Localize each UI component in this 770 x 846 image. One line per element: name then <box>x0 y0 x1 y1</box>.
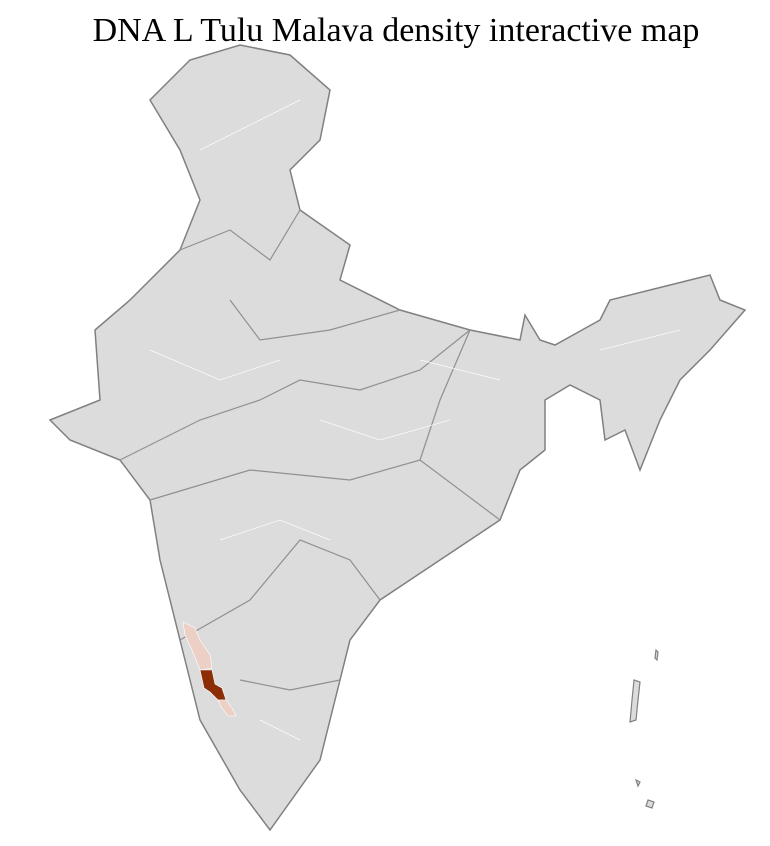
andaman-nicobar-islands[interactable] <box>629 648 659 809</box>
map-title: DNA L Tulu Malava density interactive ma… <box>92 12 700 49</box>
district-borders <box>149 99 681 741</box>
state-borders <box>119 209 501 691</box>
india-outline[interactable] <box>48 44 747 832</box>
region-low-density-south[interactable] <box>217 699 237 717</box>
region-low-density-north[interactable] <box>182 621 213 671</box>
